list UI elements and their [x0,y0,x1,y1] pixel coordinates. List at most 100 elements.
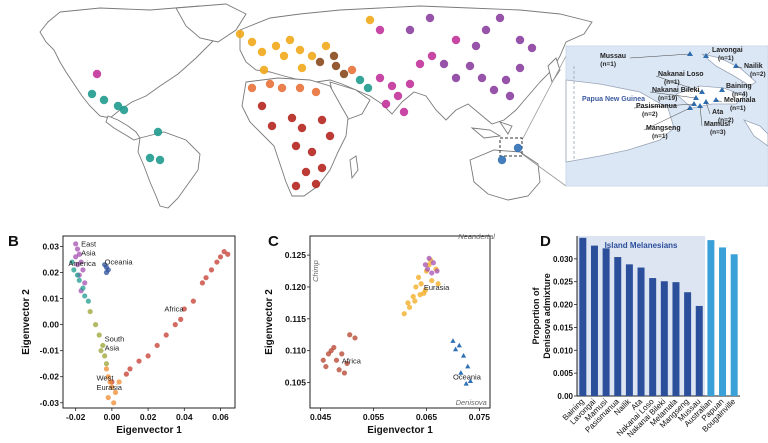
scatter-point [78,259,84,265]
scatter-point [467,378,474,384]
map-sample-dot [297,63,307,73]
inset-leader-line [705,101,711,115]
map-sample-dot [375,25,385,35]
scatter-point [127,366,133,372]
panel-c-letter: C [268,233,279,250]
scatter-point [112,389,119,395]
map-sample-dot [477,73,487,83]
inset-callout-line-bottom [521,153,567,187]
inset-leader-line [705,51,711,57]
map-sample-dot [155,155,165,165]
map-sample-dot [399,107,409,117]
y-tick-label: 0.115 [285,314,306,324]
plot-annotation: Oceania [453,372,482,381]
scatter-point [82,293,88,299]
scatter-point [456,342,462,348]
inset-site-name: Nakanai Loso [658,71,704,78]
y-axis-label: Eigenvector 2 [21,289,32,355]
scatter-point [74,272,81,278]
map-sample-dot [527,43,537,53]
scatter-point [221,249,227,255]
y-tick-label: 0.125 [285,250,307,260]
inset-leader-line [629,53,691,59]
madagascar-outline [349,155,359,180]
map-sample-dot [489,85,499,95]
scatter-point [341,370,348,376]
y-tick-label: 0.00 [42,320,59,330]
new-guinea-mainland [565,79,675,163]
inset-site-name: Mussau [600,53,626,60]
scatter-point [96,332,102,338]
y-tick-label: 0.020 [553,301,574,310]
bar [730,254,738,396]
scatter-point [105,374,111,380]
scatter-point [452,346,459,352]
scatter-point [458,370,464,375]
map-sample-dot [497,155,507,165]
inset-callout-line-top [521,55,567,141]
bar [614,257,622,396]
inset-site-count: (n=1) [718,55,734,62]
bar [625,264,633,396]
map-sample-dot [257,47,267,57]
y-tick-label: 0.105 [285,378,307,388]
bar [590,245,598,396]
y-tick-label: 0.015 [553,323,574,332]
map-sample-dot [451,73,461,83]
map-sample-dot [287,113,297,123]
map-sample-dot [307,51,317,61]
scatter-point [323,363,329,370]
central-america-outline [105,115,141,141]
x-tick-label: 0.00 [104,412,121,422]
scatter-point [463,380,469,386]
map-sample-dot [317,163,327,173]
bar [719,247,727,396]
map-sample-dot [297,123,307,133]
map-sample-dot [321,41,331,51]
map-sample-dot [363,83,373,93]
map-sample-dot [291,181,301,191]
map-sample-dot [119,105,129,115]
map-sample-dot [405,25,415,35]
scatter-point [418,281,424,287]
bar [684,292,692,396]
greenland-outline [175,3,247,43]
y-tick-label: -0.01 [40,346,60,356]
x-tick-label: 0.075 [469,412,491,422]
scatter-point [413,284,419,290]
map-sample-dot [257,101,267,111]
scatter-point [105,394,111,401]
scatter-point [405,300,411,306]
map-sample-dot [311,87,321,97]
inset-site-name: Ata [712,109,723,116]
scatter-point [100,342,106,349]
scatter-point [136,358,142,364]
y-tick-label: 0.01 [42,294,59,304]
scatter-point [154,342,160,349]
map-sample-dot [387,81,397,91]
map-sample-dot [495,13,505,23]
inset-site-name: Lavongai [712,47,743,54]
plot-annotation: Eurasia [96,383,122,392]
inset-site-name: Nailik [744,63,763,70]
japan-outline [547,57,561,84]
scatter-point [190,298,196,304]
inset-site-marker [697,103,703,108]
inset-leader-line [643,107,691,131]
map-sample-dot [295,45,305,55]
inset-leader-line [721,87,725,91]
scatter-point [435,281,441,287]
map-sample-dot [153,127,163,137]
plot-annotation: Africa [164,305,184,314]
scatter-point [225,251,231,257]
bar [695,305,703,396]
plot-annotation: America [68,259,96,268]
map-sample-dot [365,15,375,25]
inset-site-marker [703,99,709,104]
scatter-point [145,353,151,359]
y-axis-label: Proportion of [531,287,541,345]
inset-site-count: (n=3) [710,129,726,136]
scatter-point [103,361,110,367]
scatter-point [415,274,422,281]
map-sample-dot [285,35,295,45]
